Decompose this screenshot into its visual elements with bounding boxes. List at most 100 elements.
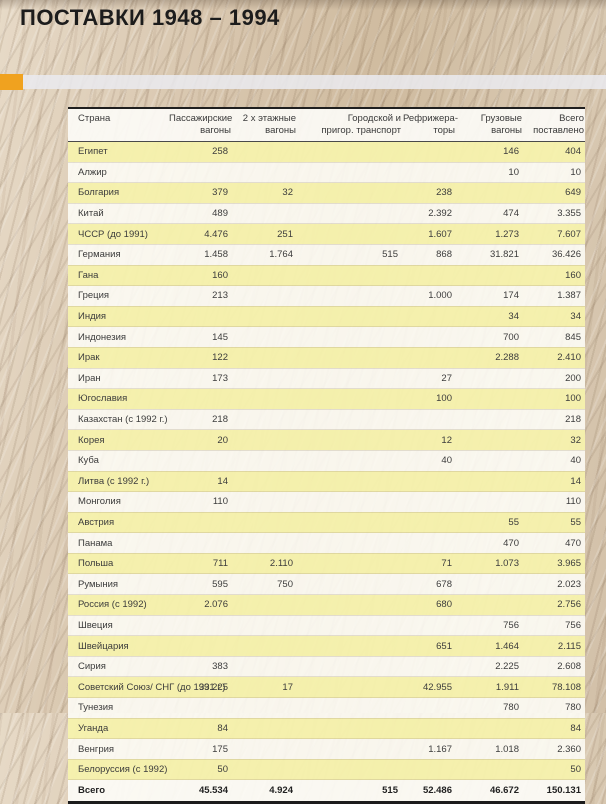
cell-value: 40 xyxy=(523,450,585,472)
cell-value: 31.821 xyxy=(456,244,523,266)
cell-value xyxy=(402,697,456,719)
cell-country: Швеция xyxy=(68,615,168,637)
cell-value: 110 xyxy=(168,491,232,513)
cell-country: Алжир xyxy=(68,162,168,184)
cell-value: 7.607 xyxy=(523,223,585,245)
cell-value: 379 xyxy=(168,182,232,204)
cell-value xyxy=(456,409,523,431)
cell-country: Венгрия xyxy=(68,738,168,760)
cell-value xyxy=(297,697,402,719)
cell-value xyxy=(168,635,232,657)
deliveries-table: Страна Пассажирские вагоны 2 х этажные вагон… xyxy=(68,107,585,804)
table-row: Индия 34 34 xyxy=(68,306,585,328)
column-header: Рефрижера-торы xyxy=(402,107,458,142)
cell-value: 474 xyxy=(456,203,523,225)
cell-value: 756 xyxy=(456,615,523,637)
cell-value: 50 xyxy=(168,759,232,781)
cell-value xyxy=(402,347,456,369)
cell-country: Греция xyxy=(68,285,168,307)
cell-value xyxy=(297,759,402,781)
cell-value: 218 xyxy=(523,409,585,431)
cell-value: 780 xyxy=(456,697,523,719)
table-row: Панама 470 470 xyxy=(68,532,585,554)
cell-value xyxy=(456,759,523,781)
cell-value xyxy=(456,573,523,596)
cell-value xyxy=(297,326,402,348)
cell-value: 32 xyxy=(523,429,585,451)
cell-value xyxy=(232,759,297,781)
cell-value: 1.764 xyxy=(232,244,297,266)
cell-value: 1.273 xyxy=(456,223,523,245)
cell-value: 174 xyxy=(456,285,523,307)
cell-value xyxy=(297,182,402,204)
cell-value: 750 xyxy=(232,573,297,596)
cell-value: 55 xyxy=(523,512,585,534)
cell-value: 10 xyxy=(456,162,523,184)
cell-value xyxy=(297,676,402,699)
cell-value xyxy=(402,491,456,513)
cell-value xyxy=(232,738,297,760)
cell-value xyxy=(232,429,297,451)
cell-value xyxy=(232,491,297,513)
table-row: Египет 258 146 404 xyxy=(68,141,585,163)
cell-value xyxy=(232,203,297,225)
cell-value: 756 xyxy=(523,615,585,637)
cell-country: Иран xyxy=(68,368,168,390)
cell-country: Индонезия xyxy=(68,326,168,348)
cell-value: 32 xyxy=(232,182,297,204)
page-title: ПОСТАВКИ 1948 – 1994 xyxy=(20,5,280,30)
cell-value: 100 xyxy=(402,388,456,410)
cell-value xyxy=(297,347,402,369)
table-row: Советский Союз/ СНГ (до 1991 г.) 33.225 17… xyxy=(68,676,585,699)
cell-country: Россия (с 1992) xyxy=(68,594,168,616)
column-header: Пассажирские вагоны xyxy=(168,107,232,142)
cell-value: 470 xyxy=(523,532,585,554)
cell-value: 17 xyxy=(232,676,297,699)
cell-value xyxy=(456,491,523,513)
total-value: 45.534 xyxy=(168,779,232,804)
cell-value: 258 xyxy=(168,141,232,163)
column-header: 2 х этажные вагоны xyxy=(232,107,297,142)
cell-value xyxy=(297,450,402,472)
cell-value xyxy=(297,594,402,616)
cell-value: 14 xyxy=(168,471,232,493)
cell-value: 40 xyxy=(402,450,456,472)
table-row: Алжир 10 10 xyxy=(68,162,585,184)
cell-value: 200 xyxy=(523,368,585,390)
cell-value: 404 xyxy=(523,141,585,163)
total-value: 52.486 xyxy=(402,779,456,804)
cell-value: 20 xyxy=(168,429,232,451)
cell-value xyxy=(297,368,402,390)
cell-country: Китай xyxy=(68,203,168,225)
cell-value xyxy=(232,656,297,678)
cell-value xyxy=(168,306,232,328)
total-value: 515 xyxy=(297,779,402,804)
cell-country: Панама xyxy=(68,532,168,554)
cell-value: 845 xyxy=(523,326,585,348)
table-row: Швеция 756 756 xyxy=(68,615,585,637)
cell-value: 160 xyxy=(523,265,585,287)
cell-country: Румыния xyxy=(68,573,168,596)
cell-value xyxy=(232,635,297,657)
table-row: Венгрия 175 1.167 1.018 2.360 xyxy=(68,738,585,760)
cell-value: 175 xyxy=(168,738,232,760)
cell-value xyxy=(456,429,523,451)
cell-value: 2.410 xyxy=(523,347,585,369)
cell-value xyxy=(456,368,523,390)
cell-country: Польша xyxy=(68,553,168,575)
accent-band xyxy=(23,75,606,89)
cell-country: Уганда xyxy=(68,718,168,740)
cell-value xyxy=(297,738,402,760)
cell-value: 251 xyxy=(232,223,297,245)
table-row: Индонезия 145 700 845 xyxy=(68,326,585,348)
cell-value xyxy=(232,471,297,493)
cell-value: 1.167 xyxy=(402,738,456,760)
cell-value xyxy=(402,471,456,493)
table-row: Китай 489 2.392 474 3.355 xyxy=(68,203,585,225)
cell-country: Гана xyxy=(68,265,168,287)
cell-value xyxy=(232,265,297,287)
cell-value: 2.115 xyxy=(523,635,585,657)
cell-value xyxy=(402,615,456,637)
table-row: Болгария 379 32 238 649 xyxy=(68,182,585,204)
cell-country: Советский Союз/ СНГ (до 1991 г.) xyxy=(68,676,225,699)
